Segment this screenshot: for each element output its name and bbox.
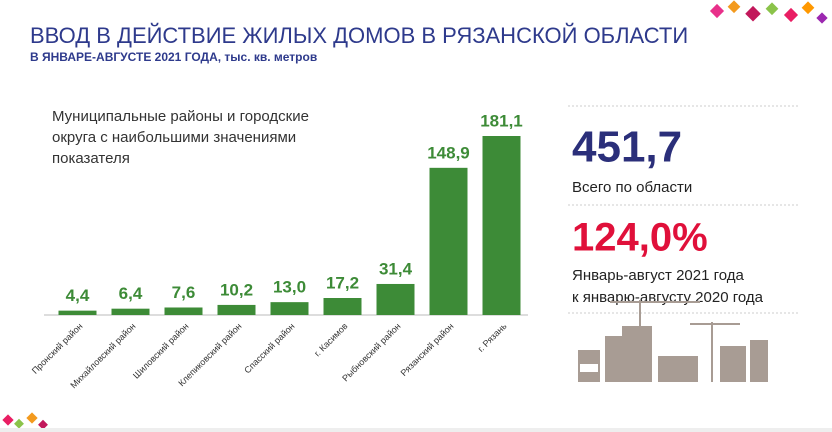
- growth-value: 124,0%: [572, 216, 708, 260]
- value-label: 13,0: [273, 278, 306, 297]
- bar: [217, 304, 256, 315]
- annotation: Муниципальные районы и городские округа с…: [52, 108, 309, 167]
- value-label: 7,6: [172, 283, 196, 302]
- value-label: 181,1: [480, 111, 523, 130]
- construction-icon: [578, 300, 768, 382]
- growth-label: Январь-август 2021 года: [572, 267, 745, 284]
- value-label: 4,4: [66, 286, 90, 305]
- subtitle: В ЯНВАРЕ-АВГУСТЕ 2021 ГОДА, тыс. кв. мет…: [30, 50, 317, 64]
- growth-label: к январю-августу 2020 года: [572, 289, 764, 306]
- bar: [429, 167, 468, 315]
- bar: [270, 302, 309, 315]
- bar: [323, 297, 362, 315]
- total-value: 451,7: [572, 123, 682, 172]
- annotation-line: показателя: [52, 150, 130, 167]
- bar: [58, 310, 97, 315]
- value-label: 10,2: [220, 280, 253, 299]
- bar: [482, 136, 521, 315]
- value-label: 6,4: [119, 284, 143, 303]
- title: ВВОД В ДЕЙСТВИЕ ЖИЛЫХ ДОМОВ В РЯЗАНСКОЙ …: [30, 23, 688, 48]
- bar: [164, 307, 203, 315]
- annotation-line: Муниципальные районы и городские: [52, 108, 309, 125]
- value-label: 148,9: [427, 143, 470, 162]
- bar: [376, 283, 415, 315]
- bar: [111, 308, 150, 315]
- total-label: Всего по области: [572, 179, 692, 196]
- value-label: 17,2: [326, 273, 359, 292]
- annotation-line: округа с наибольшими значениями: [52, 129, 296, 146]
- value-label: 31,4: [379, 259, 413, 278]
